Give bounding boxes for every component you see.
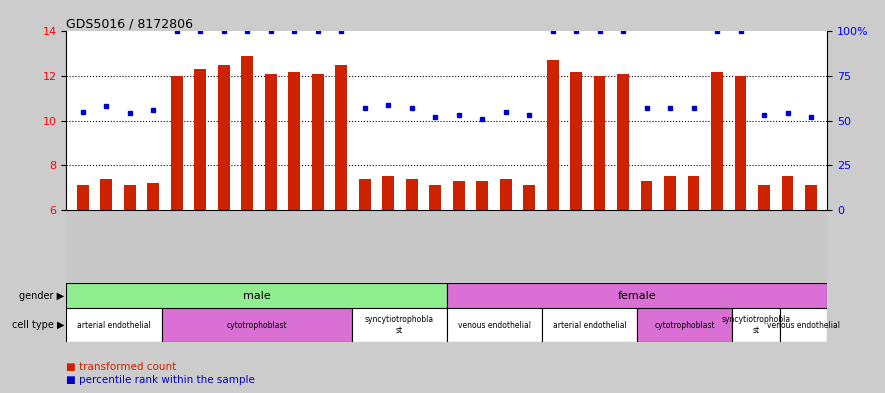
- Bar: [523, 185, 535, 210]
- Text: syncytiotrophobla
st: syncytiotrophobla st: [721, 316, 790, 335]
- Bar: [382, 176, 394, 210]
- Text: venous endothelial: venous endothelial: [767, 321, 840, 330]
- Bar: [195, 69, 206, 210]
- Bar: [570, 72, 582, 210]
- Bar: [476, 181, 488, 210]
- Bar: [161, 309, 352, 342]
- Text: male: male: [242, 291, 271, 301]
- Bar: [780, 309, 827, 342]
- Text: GDS5016 / 8172806: GDS5016 / 8172806: [66, 17, 194, 30]
- Text: cytotrophoblast: cytotrophoblast: [227, 321, 287, 330]
- Bar: [171, 76, 182, 210]
- Bar: [66, 283, 447, 309]
- Bar: [289, 72, 300, 210]
- Bar: [335, 65, 347, 210]
- Bar: [100, 178, 112, 210]
- Bar: [594, 76, 605, 210]
- Bar: [447, 283, 827, 309]
- Bar: [265, 74, 277, 210]
- Bar: [148, 183, 159, 210]
- Text: cytotrophoblast: cytotrophoblast: [654, 321, 715, 330]
- Text: arterial endothelial: arterial endothelial: [553, 321, 627, 330]
- Bar: [358, 178, 371, 210]
- Bar: [453, 181, 465, 210]
- Text: arterial endothelial: arterial endothelial: [77, 321, 150, 330]
- Bar: [66, 309, 161, 342]
- Bar: [352, 309, 447, 342]
- Bar: [617, 74, 629, 210]
- Bar: [312, 74, 324, 210]
- Bar: [429, 185, 441, 210]
- Bar: [665, 176, 676, 210]
- Bar: [712, 72, 723, 210]
- Bar: [805, 185, 817, 210]
- Text: cell type ▶: cell type ▶: [12, 320, 64, 330]
- Bar: [500, 178, 512, 210]
- Bar: [735, 76, 746, 210]
- Bar: [242, 56, 253, 210]
- Bar: [637, 309, 733, 342]
- Text: syncytiotrophobla
st: syncytiotrophobla st: [365, 316, 434, 335]
- Bar: [758, 185, 770, 210]
- Bar: [124, 185, 135, 210]
- Text: ■ transformed count: ■ transformed count: [66, 362, 177, 373]
- Bar: [218, 65, 229, 210]
- Bar: [781, 176, 794, 210]
- Text: gender ▶: gender ▶: [19, 291, 64, 301]
- Bar: [641, 181, 652, 210]
- Bar: [77, 185, 88, 210]
- Bar: [406, 178, 418, 210]
- Bar: [447, 309, 542, 342]
- Bar: [688, 176, 699, 210]
- Bar: [547, 61, 558, 210]
- Text: venous endothelial: venous endothelial: [458, 321, 531, 330]
- Text: female: female: [618, 291, 657, 301]
- Bar: [733, 309, 780, 342]
- Text: ■ percentile rank within the sample: ■ percentile rank within the sample: [66, 375, 255, 386]
- Bar: [542, 309, 637, 342]
